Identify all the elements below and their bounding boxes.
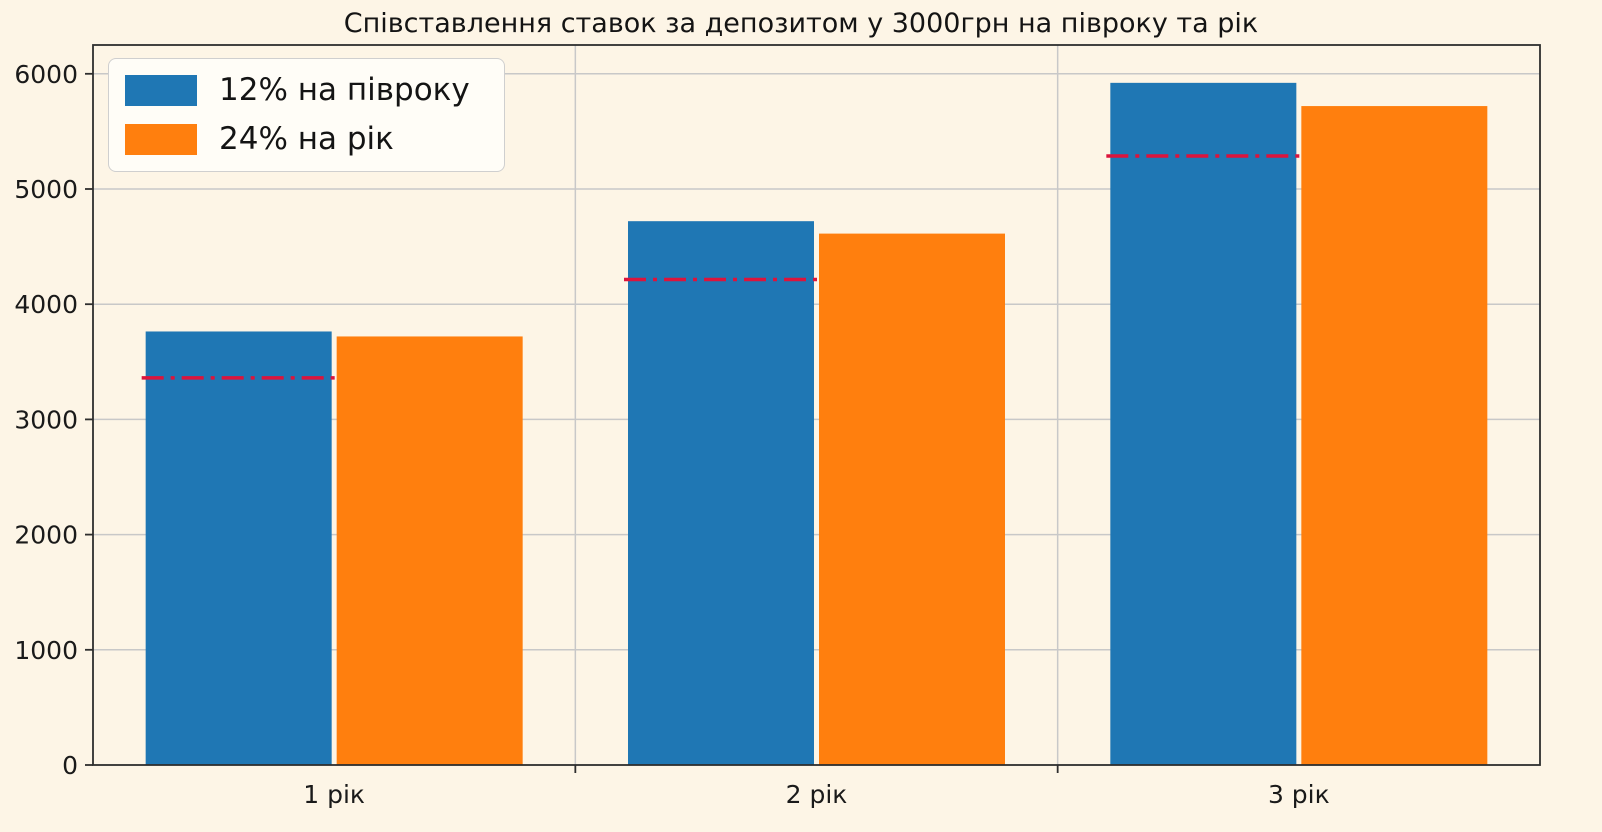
bar [145,331,332,765]
bar [1110,82,1297,765]
bar [1301,106,1488,766]
legend-item-year-rate: 24% на рік [125,124,470,155]
bar [819,233,1005,765]
y-tick-label: 4000 [14,290,78,319]
y-tick-label: 0 [62,751,78,780]
legend-swatch-orange [125,124,197,155]
y-tick-label: 5000 [14,175,78,204]
y-tick-label: 2000 [14,521,78,550]
legend-label-halfyear-rate: 12% на півроку [219,72,470,108]
legend-swatch-blue [125,75,197,106]
x-tick-label: 3 рік [1268,780,1330,809]
axes-border [92,44,1541,766]
y-tick-label: 1000 [14,636,78,665]
x-tick-label: 2 рік [786,780,848,809]
chart-title: Співставлення ставок за депозитом у 3000… [343,8,1259,39]
legend-item-halfyear-rate: 12% на півроку [125,75,470,106]
legend: 12% на півроку 24% на рік [108,58,505,172]
bar [628,221,814,765]
y-tick-label: 3000 [14,405,78,434]
bar [336,336,523,765]
legend-label-year-rate: 24% на рік [219,121,394,157]
x-tick-label: 1 рік [303,780,365,809]
y-tick-label: 6000 [14,60,78,89]
